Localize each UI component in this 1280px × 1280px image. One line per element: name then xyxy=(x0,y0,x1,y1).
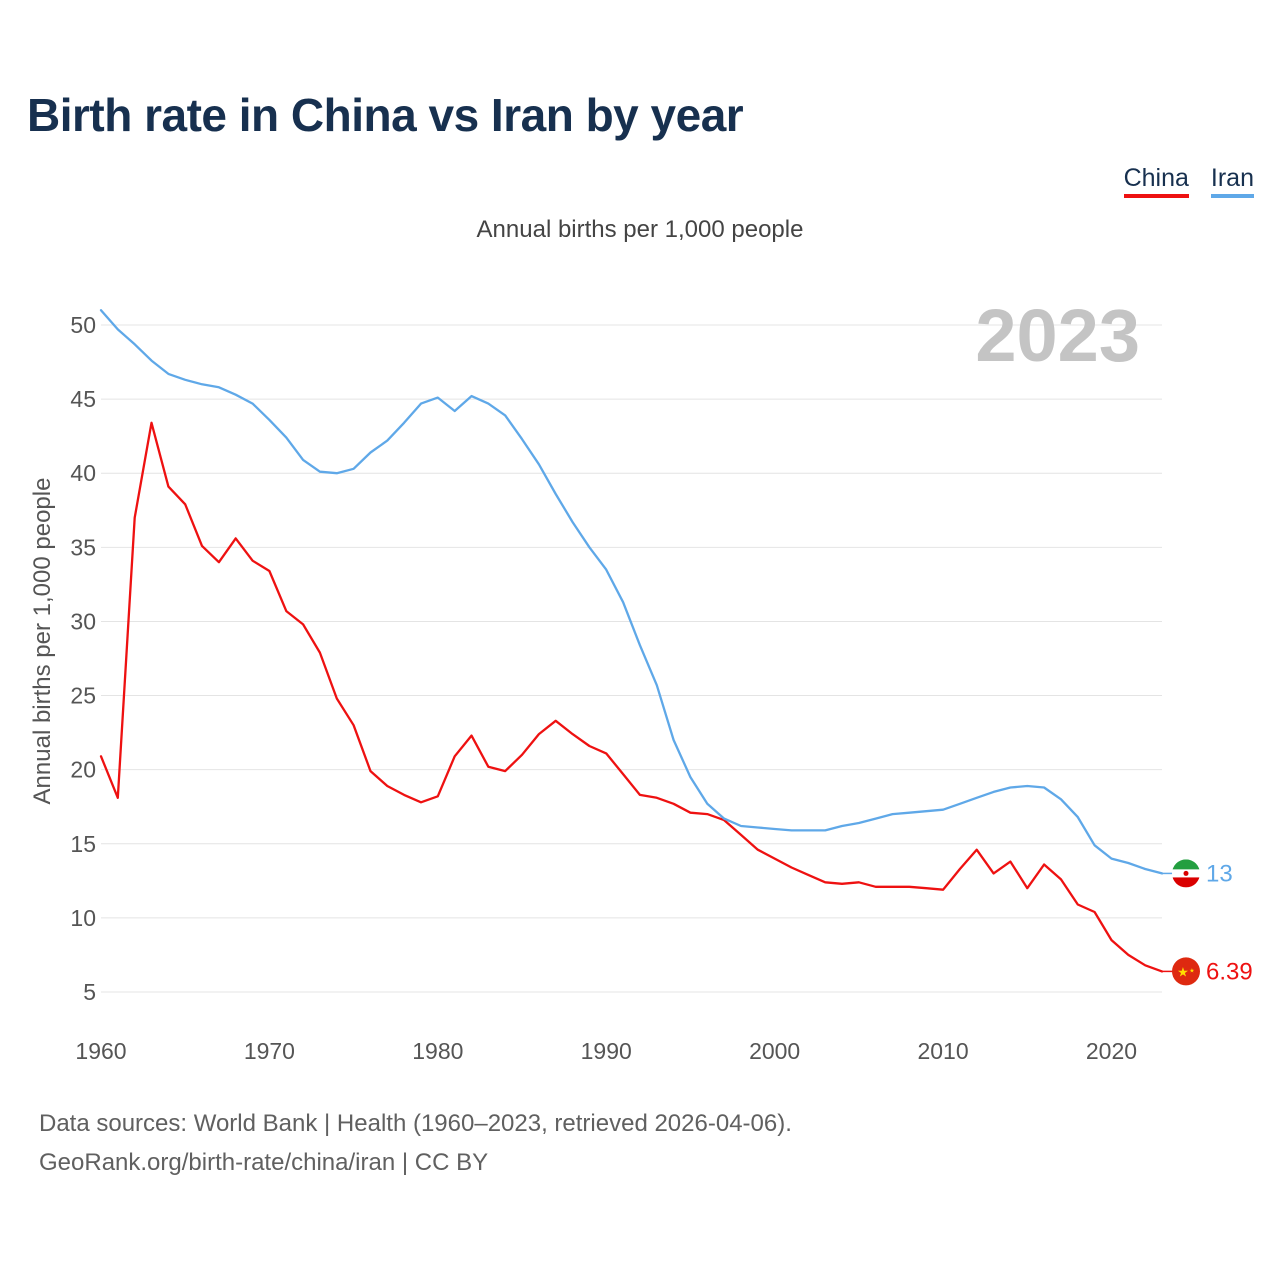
x-tick-label: 1960 xyxy=(75,1038,126,1064)
footer: Data sources: World Bank | Health (1960–… xyxy=(39,1104,792,1182)
legend-item-iran[interactable]: Iran xyxy=(1210,164,1254,198)
year-watermark: 2023 xyxy=(975,294,1140,377)
series-line-china xyxy=(99,421,1164,973)
y-axis-ticks: 5 10 15 20 25 30 35 40 45 50 xyxy=(70,312,96,1005)
y-tick-label: 35 xyxy=(70,534,96,560)
end-value-label-iran: 13 xyxy=(1206,860,1233,887)
china-flag-icon: ★ ★ xyxy=(1172,957,1200,986)
y-tick-label: 40 xyxy=(70,460,96,486)
x-tick-label: 2020 xyxy=(1086,1038,1137,1064)
chart-title: Birth rate in China vs Iran by year xyxy=(27,89,744,141)
x-tick-label: 2000 xyxy=(749,1038,800,1064)
x-tick-label: 1990 xyxy=(581,1038,632,1064)
y-tick-label: 50 xyxy=(70,312,96,338)
data-source-note: Data sources: World Bank | Health (1960–… xyxy=(39,1110,792,1137)
svg-text:★: ★ xyxy=(1177,965,1189,980)
source-link[interactable]: GeoRank.org/birth-rate/china/iran | CC B… xyxy=(39,1149,489,1176)
y-tick-label: 20 xyxy=(70,757,96,783)
y-tick-label: 5 xyxy=(83,979,96,1005)
x-tick-label: 1970 xyxy=(244,1038,295,1064)
line-chart: 5 10 15 20 25 30 35 40 45 50 1960 1970 1980 1990 2000… xyxy=(29,294,1253,1064)
svg-text:★: ★ xyxy=(1189,967,1194,974)
series-lines xyxy=(99,309,1164,973)
end-value-label-china: 6.39 xyxy=(1206,958,1253,985)
y-tick-label: 15 xyxy=(70,831,96,857)
series-line-iran xyxy=(99,309,1164,875)
x-tick-label: 1980 xyxy=(412,1038,463,1064)
x-axis-ticks: 1960 1970 1980 1990 2000 2010 2020 xyxy=(75,1038,1137,1064)
y-tick-label: 10 xyxy=(70,905,96,931)
legend: China Iran xyxy=(1123,164,1254,198)
y-axis-label: Annual births per 1,000 people xyxy=(29,478,56,805)
iran-flag-icon xyxy=(1172,859,1200,888)
chart-subtitle: Annual births per 1,000 people xyxy=(476,216,804,243)
y-tick-label: 25 xyxy=(70,683,96,709)
x-tick-label: 2010 xyxy=(917,1038,968,1064)
grid-lines xyxy=(101,324,1162,993)
y-tick-label: 30 xyxy=(70,608,96,634)
legend-item-china[interactable]: China xyxy=(1123,164,1189,198)
y-tick-label: 45 xyxy=(70,386,96,412)
